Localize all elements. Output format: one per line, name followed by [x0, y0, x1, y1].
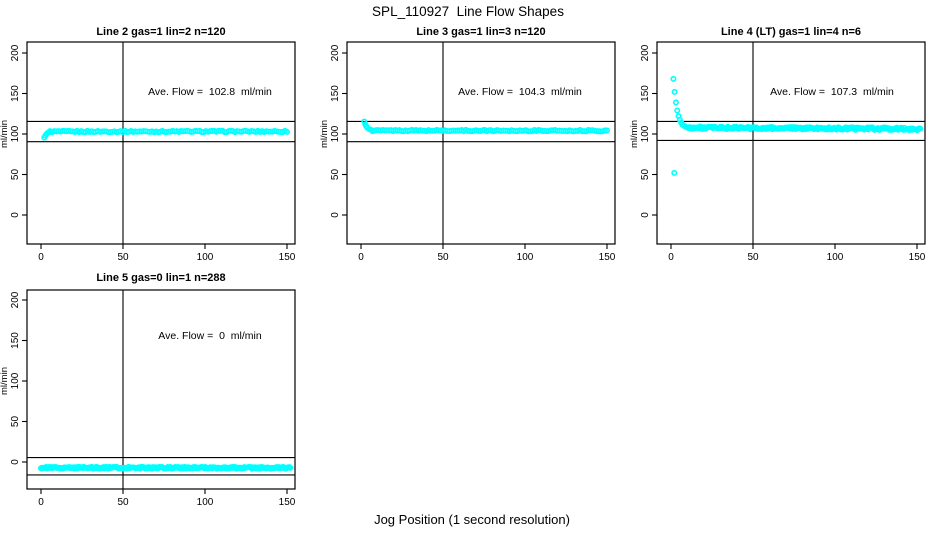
x-tick-label: 0 — [38, 497, 44, 508]
plot-box — [26, 41, 296, 245]
x-tick-label: 50 — [437, 252, 449, 263]
y-axis-label: ml/min — [0, 120, 10, 148]
panel-title-line2: Line 2 gas=1 lin=2 n=120 — [96, 26, 226, 38]
data-point — [670, 75, 677, 82]
data-point — [671, 169, 678, 176]
y-tick-label: 0 — [640, 212, 651, 218]
x-tick-label: 0 — [668, 252, 674, 263]
y-tick-label: 150 — [640, 85, 651, 102]
x-tick-label: 50 — [117, 252, 129, 263]
data-point — [361, 118, 368, 125]
y-tick-label: 0 — [10, 212, 21, 218]
y-axis-label: ml/min — [0, 367, 10, 395]
y-tick-label: 50 — [330, 169, 341, 181]
x-tick-label: 0 — [358, 252, 364, 263]
panel-title-line4: Line 4 (LT) gas=1 lin=4 n=6 — [720, 26, 862, 38]
y-axis-label: ml/min — [319, 120, 330, 148]
y-tick-label: 100 — [10, 372, 21, 389]
plot-box — [26, 289, 296, 490]
x-axis-label: Jog Position (1 second resolution) — [374, 512, 570, 527]
y-tick-label: 200 — [10, 291, 21, 308]
y-tick-label: 150 — [10, 85, 21, 102]
y-tick-label: 100 — [10, 125, 21, 142]
x-tick-label: 100 — [197, 252, 214, 263]
panel-title-line5: Line 5 gas=0 lin=1 n=288 — [96, 272, 226, 284]
x-tick-label: 0 — [38, 252, 44, 263]
data-point — [671, 88, 678, 95]
y-tick-label: 200 — [640, 44, 651, 61]
x-tick-label: 150 — [599, 252, 616, 263]
y-axis-label: ml/min — [629, 120, 640, 148]
y-tick-label: 150 — [10, 332, 21, 349]
ave-flow-annotation-line5: Ave. Flow = 0 ml/min — [158, 330, 262, 342]
y-tick-label: 50 — [640, 169, 651, 181]
y-tick-label: 50 — [10, 416, 21, 428]
ave-flow-annotation-line4: Ave. Flow = 107.3 ml/min — [770, 86, 894, 98]
x-tick-label: 100 — [197, 497, 214, 508]
data-point — [672, 99, 679, 106]
x-tick-label: 150 — [279, 497, 296, 508]
x-tick-label: 50 — [117, 497, 129, 508]
y-tick-label: 100 — [640, 125, 651, 142]
panel-title-line3: Line 3 gas=1 lin=3 n=120 — [416, 26, 546, 38]
y-tick-label: 200 — [10, 44, 21, 61]
ave-flow-annotation-line2: Ave. Flow = 102.8 ml/min — [148, 86, 272, 98]
data-point — [917, 125, 924, 132]
y-tick-label: 0 — [10, 459, 21, 465]
y-tick-label: 0 — [330, 212, 341, 218]
ave-flow-annotation-line3: Ave. Flow = 104.3 ml/min — [458, 86, 582, 98]
data-point — [674, 107, 681, 114]
plot-box — [656, 41, 926, 245]
data-point — [283, 128, 290, 135]
y-tick-label: 50 — [10, 169, 21, 181]
main-title: SPL_110927 Line Flow Shapes — [372, 4, 564, 19]
x-tick-label: 100 — [517, 252, 534, 263]
y-tick-label: 200 — [330, 44, 341, 61]
x-tick-label: 150 — [909, 252, 926, 263]
data-point — [287, 464, 294, 471]
data-point — [603, 127, 610, 134]
x-tick-label: 150 — [279, 252, 296, 263]
plot-box — [346, 41, 616, 245]
x-tick-label: 50 — [747, 252, 759, 263]
y-tick-label: 150 — [330, 85, 341, 102]
x-tick-label: 100 — [827, 252, 844, 263]
y-tick-label: 100 — [330, 125, 341, 142]
